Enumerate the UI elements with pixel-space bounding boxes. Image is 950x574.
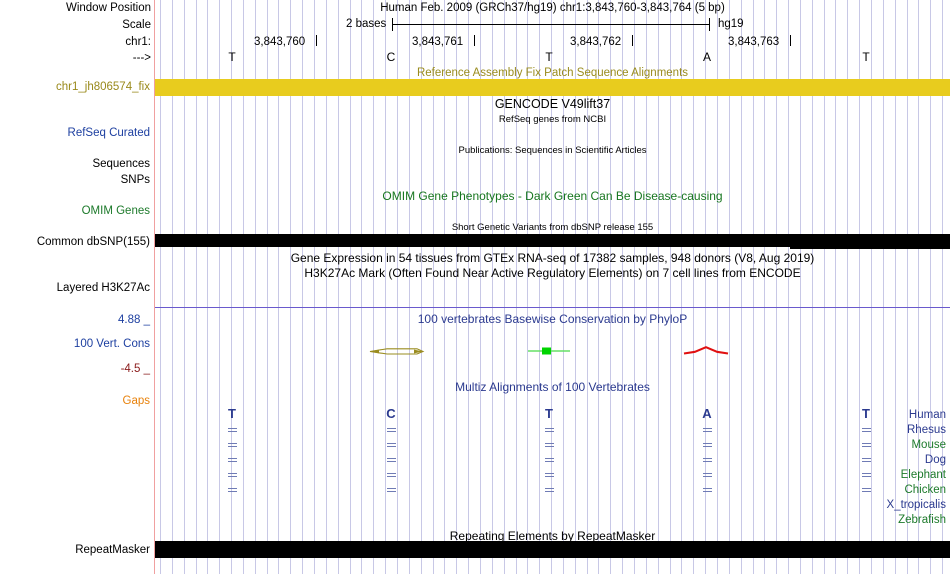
conservation-marker-green [528, 347, 570, 355]
ruler-base-letter: T [228, 50, 236, 64]
multiz-match-mark [545, 488, 554, 493]
multiz-match-mark [387, 488, 396, 493]
dbsnp-feature-bar-right[interactable] [790, 234, 950, 249]
repeatmasker-track-title: Repeating Elements by RepeatMasker [449, 529, 656, 543]
multiz-match-mark [545, 458, 554, 463]
position-tick-label: 3,843,760 [254, 36, 306, 48]
position-tick-mark [474, 35, 475, 46]
omim-genes-track-label[interactable]: OMIM Genes [81, 205, 150, 217]
position-tick-mark [790, 35, 791, 46]
fix-patch-track-label[interactable]: chr1_jh806574_fix [56, 81, 150, 93]
ruler-base-letter: A [702, 50, 711, 64]
strand-arrow-label: ---> [132, 52, 151, 64]
snps-track-label[interactable]: SNPs [120, 174, 150, 186]
h3k27ac-track-title: H3K27Ac Mark (Often Found Near Active Re… [304, 266, 801, 280]
multiz-track-title: Multiz Alignments of 100 Vertebrates [455, 380, 650, 394]
multiz-match-mark [703, 473, 712, 478]
scale-bar [392, 18, 710, 31]
common-dbsnp-track-label[interactable]: Common dbSNP(155) [36, 236, 150, 248]
layered-h3k27ac-track-label[interactable]: Layered H3K27Ac [56, 282, 150, 294]
multiz-match-mark [703, 488, 712, 493]
multiz-human-base: T [862, 406, 870, 421]
multiz-match-mark [862, 443, 871, 448]
multiz-match-mark [228, 443, 237, 448]
conservation-track-title: 100 vertebrates Basewise Conservation by… [417, 312, 688, 326]
conservation-wiggle-plot[interactable] [155, 330, 950, 372]
multiz-match-mark [387, 458, 396, 463]
multiz-species-label-chicken[interactable]: Chicken [904, 484, 946, 496]
multiz-species-label-zebrafish[interactable]: Zebrafish [898, 514, 946, 526]
multiz-match-mark [387, 428, 396, 433]
multiz-species-label-x_tropicalis[interactable]: X_tropicalis [886, 499, 946, 511]
conservation-top-rule [155, 307, 950, 308]
multiz-match-mark [387, 443, 396, 448]
multiz-match-mark [862, 473, 871, 478]
scale-bar-length-label: 2 bases [346, 18, 387, 30]
multiz-match-mark [387, 473, 396, 478]
multiz-match-mark [862, 488, 871, 493]
sequences-track-label[interactable]: Sequences [92, 158, 150, 170]
conservation-marker-olive [369, 348, 425, 355]
ruler-base-letter: T [862, 50, 870, 64]
ruler-base-letter: C [386, 50, 396, 64]
position-tick-mark [316, 35, 317, 46]
repeatmasker-feature-bar[interactable] [155, 541, 950, 558]
conservation-max-value: 4.88 _ [118, 314, 150, 326]
omim-track-title: OMIM Gene Phenotypes - Dark Green Can Be… [382, 189, 723, 203]
assembly-db-label: hg19 [718, 18, 744, 30]
position-tick-label: 3,843,763 [728, 36, 780, 48]
publications-track-title: Publications: Sequences in Scientific Ar… [458, 145, 647, 156]
dbsnp-track-title: Short Genetic Variants from dbSNP releas… [451, 222, 654, 233]
scale-label: Scale [122, 19, 151, 31]
conservation-track-label[interactable]: 100 Vert. Cons [73, 338, 150, 350]
gaps-track-label[interactable]: Gaps [122, 395, 151, 407]
multiz-species-label-dog[interactable]: Dog [924, 454, 946, 466]
refseq-curated-track-label[interactable]: RefSeq Curated [67, 127, 150, 139]
conservation-min-value: -4.5 _ [120, 363, 150, 375]
ruler-base-letter: T [545, 50, 553, 64]
assembly-position-title: Human Feb. 2009 (GRCh37/hg19) chr1:3,843… [380, 2, 725, 14]
multiz-match-mark [545, 428, 554, 433]
multiz-match-mark [228, 473, 237, 478]
multiz-match-mark [545, 473, 554, 478]
multiz-match-mark [228, 428, 237, 433]
fix-patch-track-title: Reference Assembly Fix Patch Sequence Al… [416, 67, 689, 79]
multiz-species-label-mouse[interactable]: Mouse [911, 439, 946, 451]
refseq-track-title: RefSeq genes from NCBI [498, 114, 607, 125]
chromosome-label: chr1: [125, 36, 151, 48]
multiz-match-mark [703, 443, 712, 448]
conservation-marker-red [683, 346, 729, 355]
left-boundary-rule [154, 0, 155, 574]
multiz-match-mark [862, 428, 871, 433]
multiz-species-label-rhesus[interactable]: Rhesus [907, 424, 946, 436]
position-tick-label: 3,843,762 [570, 36, 622, 48]
multiz-match-mark [545, 443, 554, 448]
multiz-human-base: T [545, 406, 553, 421]
position-tick-mark [632, 35, 633, 46]
multiz-human-base: C [386, 406, 396, 421]
dbsnp-feature-bar[interactable] [155, 234, 790, 247]
repeatmasker-track-label[interactable]: RepeatMasker [75, 544, 150, 556]
multiz-human-base: T [228, 406, 236, 421]
fix-patch-feature-bar[interactable] [155, 79, 950, 96]
multiz-match-mark [228, 488, 237, 493]
multiz-match-mark [703, 428, 712, 433]
multiz-match-mark [703, 458, 712, 463]
multiz-species-label-elephant[interactable]: Elephant [900, 469, 946, 481]
gtex-track-title: Gene Expression in 54 tissues from GTEx … [290, 251, 815, 265]
multiz-match-mark [228, 458, 237, 463]
position-tick-label: 3,843,761 [412, 36, 464, 48]
window-position-label: Window Position [65, 2, 151, 14]
gencode-track-title: GENCODE V49lift37 [494, 97, 611, 111]
multiz-human-base: A [702, 406, 712, 421]
multiz-match-mark [862, 458, 871, 463]
